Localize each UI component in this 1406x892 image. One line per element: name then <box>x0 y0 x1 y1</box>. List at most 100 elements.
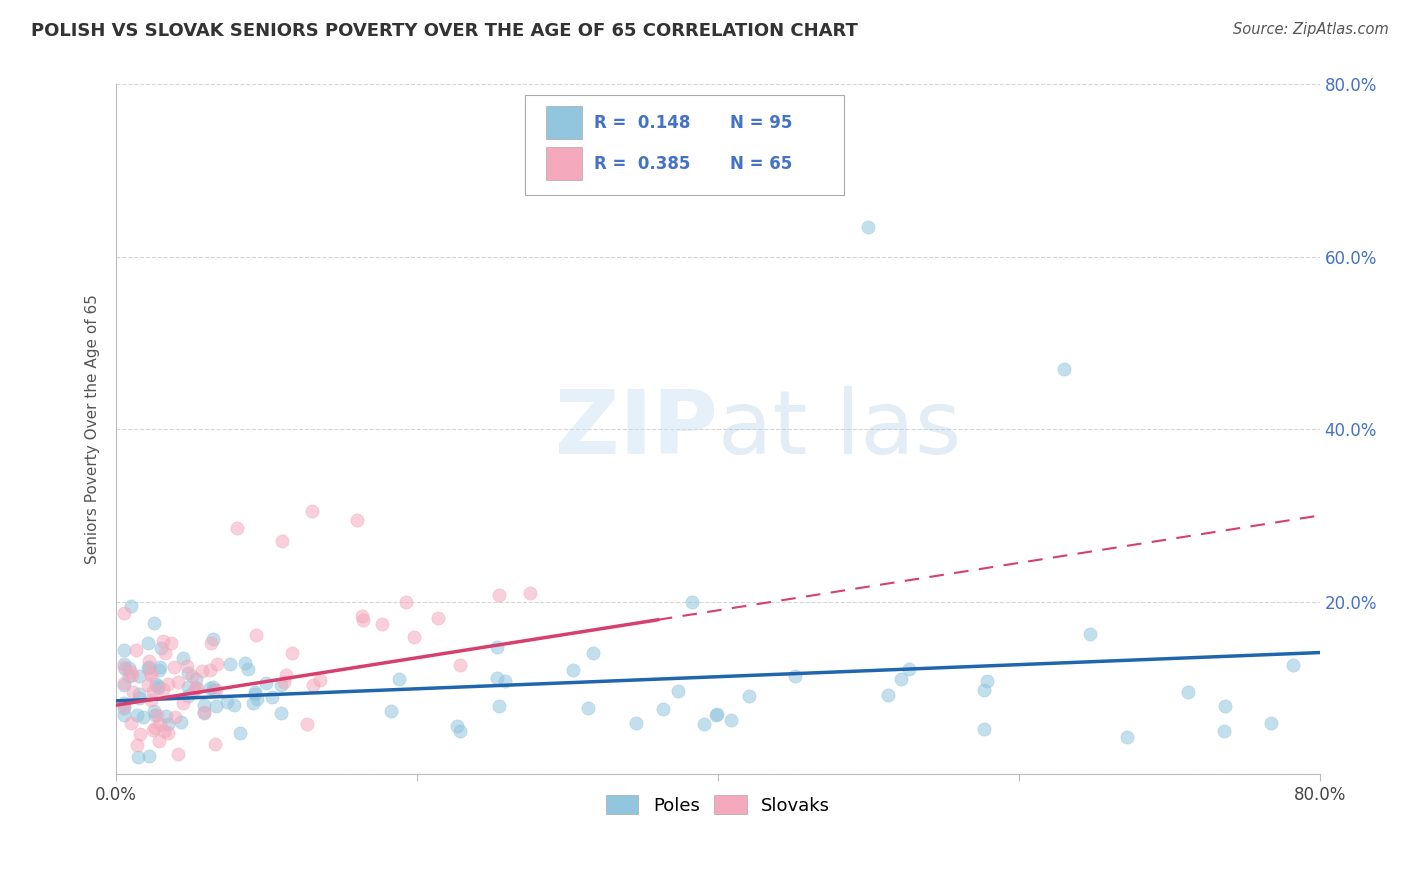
Point <box>1078 627 1101 641</box>
Point <box>877 688 900 702</box>
Point <box>270 678 292 692</box>
Point <box>1177 685 1199 699</box>
Point <box>270 706 292 721</box>
Point <box>426 610 449 624</box>
Point <box>156 726 179 740</box>
Point <box>149 660 172 674</box>
Point <box>122 684 145 698</box>
Point <box>166 747 188 762</box>
Point <box>145 677 167 691</box>
Point <box>160 636 183 650</box>
Point <box>693 717 716 731</box>
Point <box>652 701 675 715</box>
Point <box>125 642 148 657</box>
Point <box>149 717 172 731</box>
Text: N = 95: N = 95 <box>730 114 793 132</box>
Point <box>141 668 163 682</box>
Point <box>1115 731 1137 745</box>
Text: R =  0.148: R = 0.148 <box>593 114 690 132</box>
Point <box>380 704 402 718</box>
Point <box>141 692 163 706</box>
Point <box>1215 699 1237 714</box>
Point <box>112 698 135 713</box>
Point <box>198 681 221 696</box>
Point <box>153 724 176 739</box>
Point <box>404 630 426 644</box>
Point <box>138 749 160 764</box>
Point <box>858 219 880 234</box>
Point <box>302 678 325 692</box>
Point <box>155 646 177 660</box>
Point <box>152 682 174 697</box>
Point <box>225 521 247 535</box>
Point <box>190 664 212 678</box>
Point <box>183 683 205 698</box>
Point <box>486 671 509 685</box>
Point <box>156 717 179 731</box>
Point <box>128 669 150 683</box>
Point <box>488 588 510 602</box>
Point <box>120 716 142 731</box>
Point <box>273 674 295 689</box>
Text: POLISH VS SLOVAK SENIORS POVERTY OVER THE AGE OF 65 CORRELATION CHART: POLISH VS SLOVAK SENIORS POVERTY OVER TH… <box>31 22 858 40</box>
Point <box>204 737 226 751</box>
Point <box>233 656 256 670</box>
Point <box>172 651 194 665</box>
Point <box>143 708 166 723</box>
Point <box>127 750 149 764</box>
Point <box>146 679 169 693</box>
Point <box>308 673 330 688</box>
Point <box>242 696 264 710</box>
Point <box>114 662 136 676</box>
Point <box>201 680 224 694</box>
Point <box>890 672 912 686</box>
Point <box>897 662 920 676</box>
Point <box>198 663 221 677</box>
Point <box>112 642 135 657</box>
Text: at las: at las <box>718 385 962 473</box>
Point <box>129 727 152 741</box>
Point <box>148 734 170 748</box>
Point <box>112 606 135 620</box>
Point <box>388 672 411 686</box>
Point <box>219 657 242 671</box>
Point <box>184 681 207 696</box>
Point <box>193 706 215 720</box>
Point <box>132 710 155 724</box>
Point <box>704 708 727 723</box>
Point <box>519 586 541 600</box>
FancyBboxPatch shape <box>526 95 844 194</box>
Point <box>112 675 135 690</box>
Point <box>245 685 267 699</box>
Point <box>720 713 742 727</box>
Point <box>370 617 392 632</box>
Point <box>142 723 165 737</box>
Point <box>204 682 226 697</box>
Point <box>138 654 160 668</box>
Point <box>578 700 600 714</box>
Point <box>229 726 252 740</box>
Point <box>121 667 143 681</box>
Point <box>193 698 215 712</box>
Text: N = 65: N = 65 <box>730 155 792 173</box>
Point <box>262 690 284 704</box>
Point <box>395 595 418 609</box>
Point <box>205 657 228 671</box>
Point <box>117 669 139 683</box>
Point <box>205 698 228 713</box>
Point <box>1053 362 1076 376</box>
Point <box>666 684 689 698</box>
Point <box>486 640 509 655</box>
Point <box>180 668 202 682</box>
Point <box>156 676 179 690</box>
Point <box>117 661 139 675</box>
Point <box>706 706 728 721</box>
Point <box>143 721 166 735</box>
Point <box>352 609 374 624</box>
Point <box>142 705 165 719</box>
Point <box>738 689 761 703</box>
Point <box>112 700 135 714</box>
Text: ZIP: ZIP <box>555 385 718 473</box>
Y-axis label: Seniors Poverty Over the Age of 65: Seniors Poverty Over the Age of 65 <box>86 294 100 565</box>
Point <box>973 682 995 697</box>
